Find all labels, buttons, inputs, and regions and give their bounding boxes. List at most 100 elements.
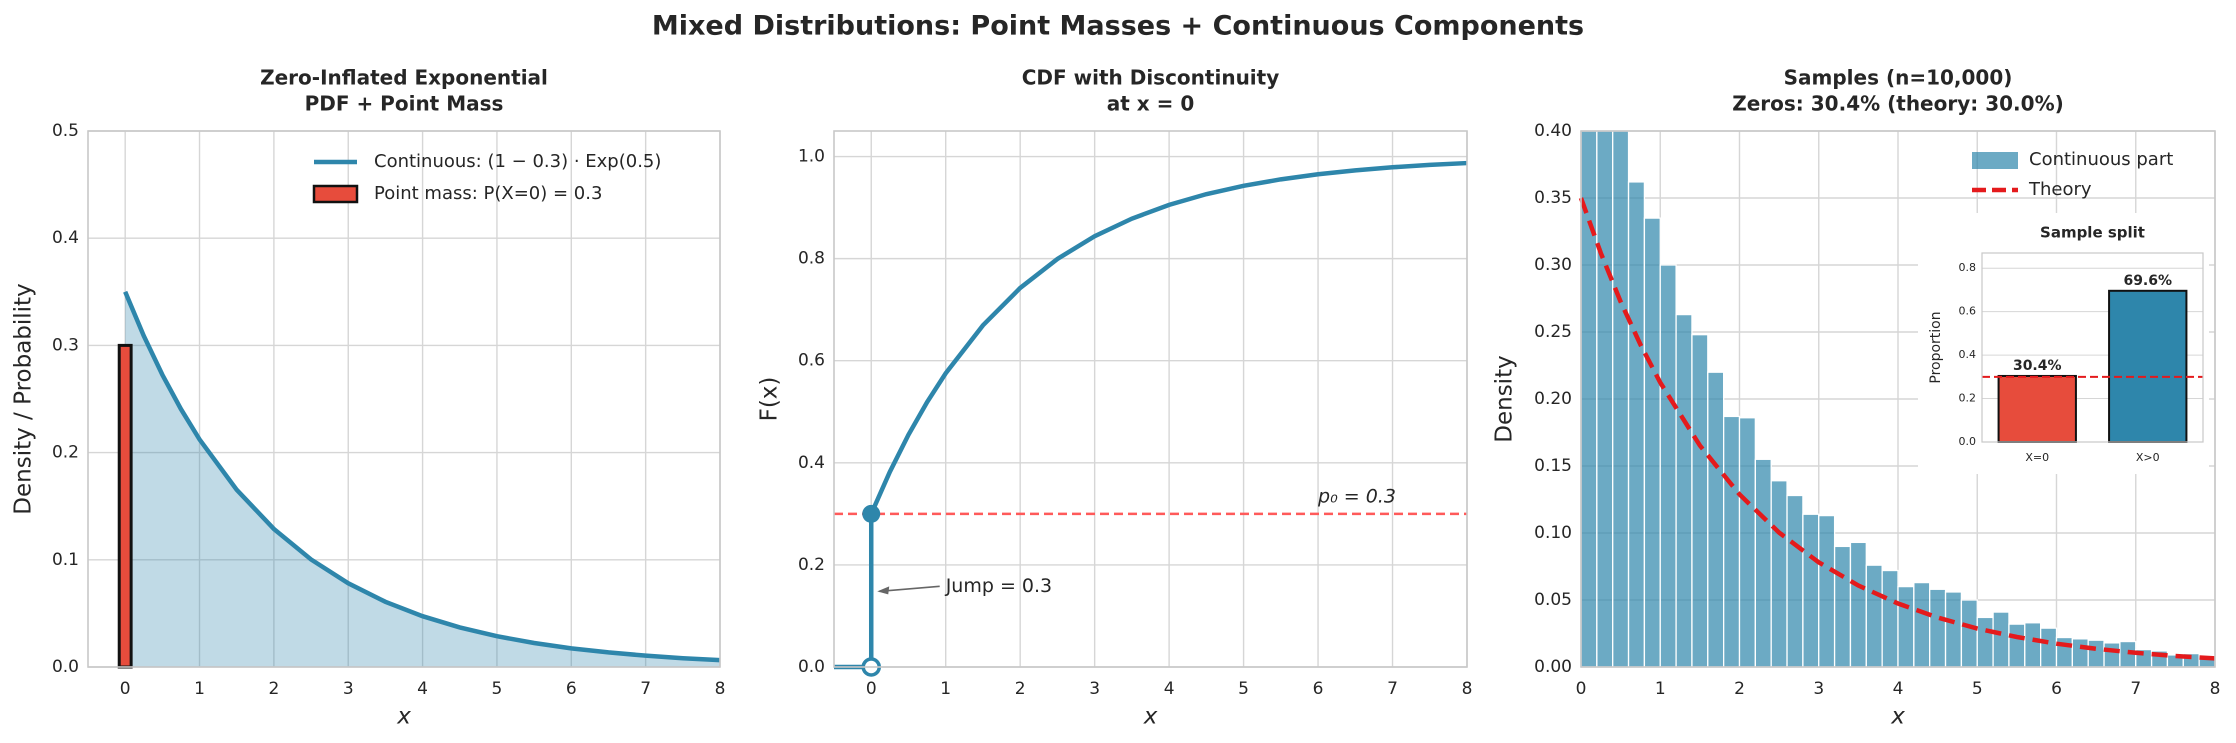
y-tick-label: 0.8 — [798, 249, 825, 269]
histogram-bar — [2087, 639, 2105, 668]
theory-line — [1578, 197, 2216, 661]
area — [125, 291, 721, 667]
y-tick-label: 0.10 — [1534, 523, 1572, 543]
y-tick-label: 0.40 — [1534, 121, 1572, 141]
line — [123, 290, 721, 663]
histogram-bar — [1675, 313, 1693, 668]
y-axis-label: F(x) — [757, 377, 783, 422]
x-tick-label: 0 — [1576, 679, 1587, 699]
reference-label: p₀ = 0.3 — [1317, 485, 1396, 507]
y-tick-label: 0.2 — [1959, 392, 1977, 405]
x-tick-label: 0 — [866, 679, 877, 699]
x-tick-label: 5 — [1972, 679, 1983, 699]
y-tick-label: 0.8 — [1959, 261, 1977, 274]
y-tick-label: 0.4 — [1959, 348, 1977, 361]
histogram-bar — [2103, 642, 2121, 668]
line — [834, 160, 1468, 670]
y-tick-label: 0.35 — [1534, 188, 1572, 208]
histogram-bar — [1770, 480, 1788, 668]
histogram-bar — [1929, 588, 1947, 668]
histogram-bar — [1849, 541, 1867, 668]
annotation-arrow — [879, 585, 940, 593]
axes-title: Zero-Inflated Exponential — [260, 66, 548, 90]
x-tick-label: 8 — [715, 679, 726, 699]
axes-frame — [1981, 252, 2204, 443]
figure-title: Mixed Distributions: Point Masses + Cont… — [652, 11, 1584, 42]
axes-title: at x = 0 — [1107, 92, 1195, 116]
histogram-bar — [1707, 371, 1725, 668]
histogram-bar — [1913, 581, 1931, 668]
histogram-bar — [2008, 623, 2026, 668]
axes-frame — [833, 130, 1468, 668]
x-tick-label: 5 — [492, 679, 503, 699]
x-tick-label: 4 — [1893, 679, 1904, 699]
y-tick-label: 0.05 — [1534, 590, 1572, 610]
x-tick-label: 1 — [1655, 679, 1666, 699]
plot-area — [834, 131, 1467, 667]
x-tick-label: 4 — [417, 679, 428, 699]
y-tick-label: 0.0 — [1959, 435, 1977, 448]
legend-patch — [312, 184, 359, 204]
axes-title: Sample split — [2040, 224, 2145, 242]
x-tick-label: X=0 — [2025, 451, 2049, 464]
x-tick-label: 3 — [1089, 679, 1100, 699]
legend-patch — [1972, 152, 2018, 169]
y-tick-label: 0.3 — [52, 335, 79, 355]
y-tick-label: 0.6 — [798, 351, 825, 371]
legend-label: Point mass: P(X=0) = 0.3 — [374, 183, 602, 204]
bar — [1997, 374, 2077, 443]
legend-label: Continuous: (1 − 0.3) · Exp(0.5) — [374, 151, 661, 172]
y-tick-label: 0.4 — [52, 228, 79, 248]
axes-title: Samples (n=10,000) — [1784, 66, 2013, 90]
filled-marker — [862, 504, 881, 523]
y-tick-label: 1.0 — [798, 147, 825, 167]
histogram-bar — [1612, 130, 1630, 668]
histogram-bar — [1754, 458, 1772, 668]
histogram-bar — [2024, 622, 2042, 668]
y-tick-label: 0.25 — [1534, 322, 1572, 342]
x-tick-label: 6 — [566, 679, 577, 699]
y-tick-label: 0.2 — [798, 555, 825, 575]
x-tick-label: 8 — [2210, 679, 2221, 699]
annotation-arrowhead — [877, 586, 890, 595]
histogram-bar — [1897, 585, 1915, 668]
y-tick-label: 0.30 — [1534, 255, 1572, 275]
y-tick-label: 0.5 — [52, 121, 79, 141]
plot-area — [88, 131, 720, 667]
y-tick-label: 0.0 — [798, 657, 825, 677]
y-tick-label: 0.4 — [798, 453, 825, 473]
legend-label: Continuous part — [2029, 149, 2173, 170]
y-tick-label: 0.0 — [52, 657, 79, 677]
histogram-bar — [1627, 181, 1646, 668]
histogram-bar — [1881, 569, 1899, 668]
histogram-bar — [1786, 494, 1804, 668]
histogram-bar — [1580, 130, 1598, 668]
x-tick-label: 2 — [1015, 679, 1026, 699]
x-tick-label: 7 — [2130, 679, 2141, 699]
y-tick-label: 0.00 — [1534, 657, 1572, 677]
x-tick-label: 3 — [1813, 679, 1824, 699]
value-label: 69.6% — [2123, 273, 2172, 289]
y-tick-label: 0.1 — [52, 550, 79, 570]
x-tick-label: 6 — [2051, 679, 2062, 699]
axes-title: Zeros: 30.4% (theory: 30.0%) — [1732, 92, 2064, 116]
histogram-bar — [1960, 599, 1978, 668]
x-tick-label: 7 — [1387, 679, 1398, 699]
histogram-bar — [1596, 130, 1614, 668]
histogram-bar — [1643, 217, 1661, 668]
x-tick-label: 6 — [1313, 679, 1324, 699]
histogram-bar — [1818, 514, 1836, 668]
y-tick-label: 0.6 — [1959, 305, 1977, 318]
axes-frame — [87, 130, 721, 668]
y-axis-label: Density — [1492, 355, 1518, 442]
x-tick-label: 4 — [1164, 679, 1175, 699]
y-axis-label: Proportion — [1928, 311, 1944, 383]
x-tick-label: 0 — [120, 679, 131, 699]
bar — [2108, 289, 2188, 443]
histogram-bar — [1992, 611, 2010, 668]
x-tick-label: 3 — [343, 679, 354, 699]
x-tick-label: 5 — [1238, 679, 1249, 699]
histogram-bar — [1944, 591, 1963, 668]
point-mass-bar — [117, 343, 133, 669]
